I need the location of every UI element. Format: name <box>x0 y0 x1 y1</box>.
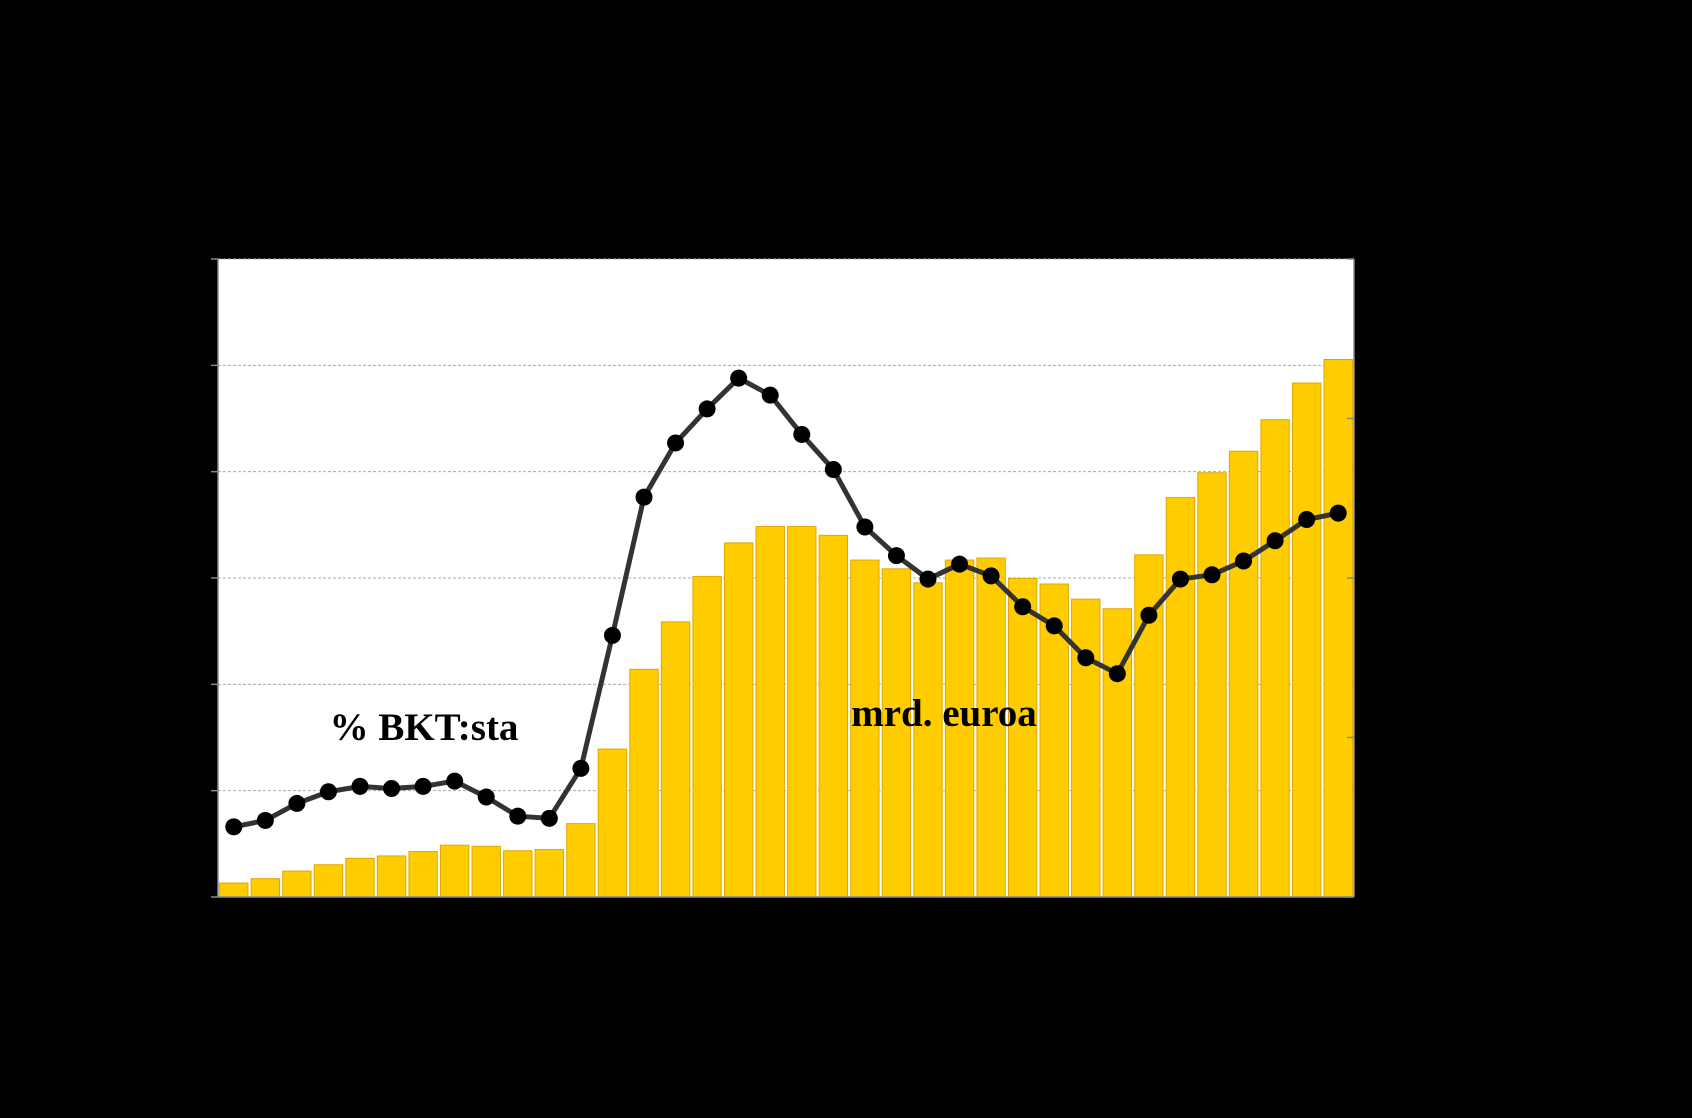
bar <box>597 748 628 898</box>
bar <box>1323 358 1353 898</box>
line-marker <box>414 777 432 795</box>
bar <box>408 851 438 898</box>
bar <box>818 534 849 898</box>
line-marker <box>540 809 558 827</box>
line-marker <box>1108 665 1126 683</box>
line-marker <box>1014 598 1032 616</box>
bar <box>1165 496 1196 898</box>
bar <box>881 568 912 898</box>
bar <box>755 526 785 898</box>
bar <box>660 621 691 898</box>
bar <box>250 878 281 898</box>
line-marker <box>1266 532 1284 550</box>
bar <box>1071 598 1101 898</box>
line-marker <box>761 386 779 404</box>
bar <box>1007 577 1038 898</box>
line-marker <box>1235 552 1253 570</box>
bar <box>1228 450 1259 898</box>
line-marker <box>477 788 495 806</box>
line-marker <box>667 434 685 452</box>
line-marker <box>383 780 401 798</box>
line-marker <box>509 807 527 825</box>
bar <box>376 855 407 898</box>
line-marker <box>446 772 464 790</box>
bar <box>534 849 565 898</box>
line-marker <box>1045 617 1063 635</box>
line-marker <box>1077 649 1095 667</box>
bar <box>439 844 470 898</box>
bar <box>313 864 344 898</box>
line-marker <box>603 626 621 644</box>
bar <box>282 870 312 898</box>
line-marker <box>319 783 337 801</box>
line-marker <box>635 488 653 506</box>
bar <box>219 882 249 898</box>
line-marker <box>1171 570 1189 588</box>
bar <box>1291 382 1322 898</box>
series-label: % BKT:sta <box>330 706 519 749</box>
line-marker <box>288 794 306 812</box>
line-marker <box>793 425 811 443</box>
line-marker <box>698 400 716 418</box>
bar <box>976 557 1006 898</box>
line-marker <box>730 369 748 387</box>
bar <box>566 823 596 898</box>
line-marker <box>919 570 937 588</box>
line-marker <box>256 811 274 829</box>
line-marker <box>824 461 842 479</box>
bar <box>913 582 943 898</box>
bar <box>503 850 533 898</box>
bar <box>345 857 375 898</box>
bar <box>1197 472 1227 898</box>
line-marker <box>856 518 874 536</box>
bar <box>723 542 754 898</box>
line-marker <box>1329 504 1347 522</box>
bar <box>1260 419 1290 898</box>
line-marker <box>1140 606 1158 624</box>
bar <box>692 575 722 898</box>
line-marker <box>1203 566 1221 584</box>
line-marker <box>982 567 1000 585</box>
line-marker <box>225 818 243 836</box>
bar <box>787 526 817 898</box>
line-marker <box>351 777 369 795</box>
line-marker <box>1298 511 1316 529</box>
bar <box>471 845 501 898</box>
line-marker <box>951 555 969 573</box>
series-label: mrd. euroa <box>851 692 1037 735</box>
line-marker <box>572 759 590 777</box>
bar <box>629 668 659 898</box>
line-marker <box>887 547 905 565</box>
bar <box>850 559 880 898</box>
